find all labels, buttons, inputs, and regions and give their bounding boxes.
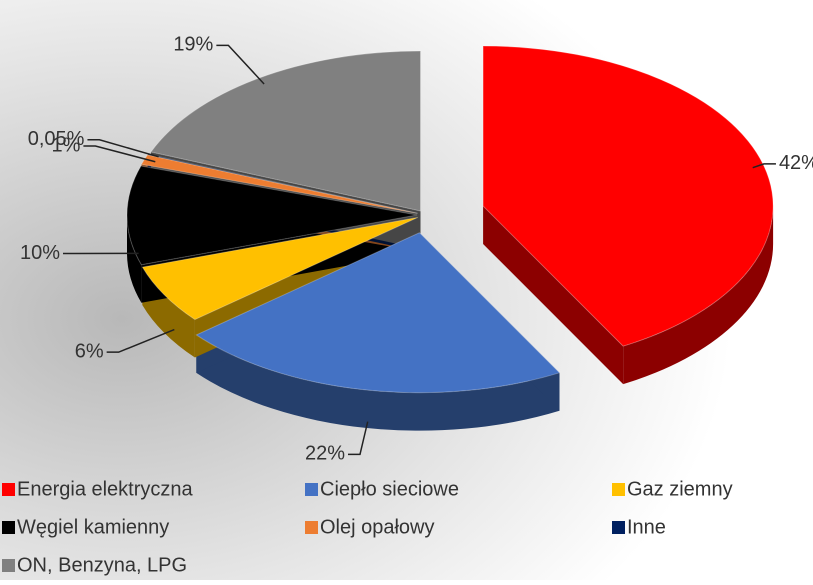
legend-label: ON, Benzyna, LPG (17, 554, 187, 576)
legend-swatch (2, 521, 15, 534)
data-label: 19% (173, 34, 213, 56)
data-label: 22% (305, 443, 345, 465)
legend-swatch (612, 521, 625, 534)
legend-swatch (2, 483, 15, 496)
legend-swatch (305, 483, 318, 496)
data-label: 0,05% (28, 128, 85, 150)
data-label: 10% (20, 242, 60, 264)
legend-label: Gaz ziemny (627, 478, 733, 500)
legend-swatch (305, 521, 318, 534)
data-label: 42% (779, 152, 813, 174)
legend-swatch (2, 559, 15, 572)
legend-label: Olej opałowy (320, 516, 435, 538)
legend-label: Energia elektryczna (17, 478, 194, 500)
legend-swatch (612, 483, 625, 496)
legend-label: Ciepło sieciowe (320, 478, 459, 500)
legend-label: Inne (627, 516, 666, 538)
data-label: 6% (75, 340, 104, 362)
legend-label: Węgiel kamienny (17, 516, 169, 538)
